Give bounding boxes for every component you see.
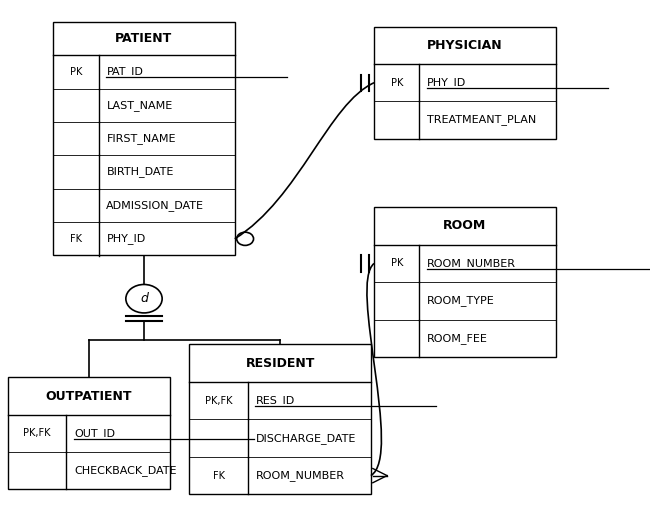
Text: PK: PK <box>391 78 403 88</box>
Text: ROOM_NUMBER: ROOM_NUMBER <box>427 258 516 269</box>
Text: CHECKBACK_DATE: CHECKBACK_DATE <box>74 465 176 476</box>
Text: LAST_NAME: LAST_NAME <box>106 100 173 111</box>
Text: PHYSICIAN: PHYSICIAN <box>427 39 503 52</box>
Text: FK: FK <box>70 234 82 244</box>
Text: PHY_ID: PHY_ID <box>427 77 467 88</box>
Text: ROOM_NUMBER: ROOM_NUMBER <box>255 470 344 481</box>
Bar <box>53 22 235 256</box>
Text: PK,FK: PK,FK <box>205 396 232 406</box>
Text: TREATMEANT_PLAN: TREATMEANT_PLAN <box>427 114 536 125</box>
Text: PHY_ID: PHY_ID <box>106 234 146 244</box>
Text: PK,FK: PK,FK <box>23 428 51 438</box>
Text: d: d <box>140 292 148 305</box>
Text: OUT_ID: OUT_ID <box>74 428 115 439</box>
Text: ROOM_TYPE: ROOM_TYPE <box>427 295 495 307</box>
Text: FK: FK <box>212 471 225 481</box>
Bar <box>8 378 170 489</box>
Text: FIRST_NAME: FIRST_NAME <box>106 133 176 144</box>
Text: PAT_ID: PAT_ID <box>106 66 143 77</box>
Bar <box>189 344 371 494</box>
Text: OUTPATIENT: OUTPATIENT <box>46 389 132 403</box>
Bar <box>374 207 555 357</box>
Text: BIRTH_DATE: BIRTH_DATE <box>106 167 174 177</box>
Text: RESIDENT: RESIDENT <box>245 357 315 369</box>
Bar <box>374 27 555 138</box>
Text: ROOM: ROOM <box>443 219 486 233</box>
Text: PK: PK <box>70 67 82 77</box>
Text: ROOM_FEE: ROOM_FEE <box>427 333 488 344</box>
Text: ADMISSION_DATE: ADMISSION_DATE <box>106 200 204 211</box>
Text: RES_ID: RES_ID <box>255 395 295 406</box>
Text: DISCHARGE_DATE: DISCHARGE_DATE <box>255 433 356 444</box>
Text: PATIENT: PATIENT <box>115 32 173 45</box>
Text: PK: PK <box>391 259 403 268</box>
